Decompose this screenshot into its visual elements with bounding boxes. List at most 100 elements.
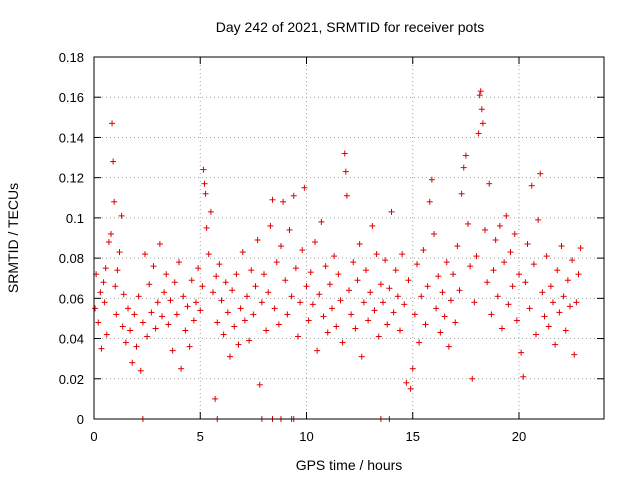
data-point: [503, 212, 510, 219]
data-point: [267, 222, 274, 229]
data-point: [101, 299, 108, 306]
data-point: [476, 92, 483, 99]
data-point: [186, 343, 193, 350]
data-point: [286, 226, 293, 233]
data-point: [288, 293, 295, 300]
data-point: [261, 271, 267, 278]
data-point: [526, 305, 533, 312]
data-point: [431, 230, 437, 237]
x-tick-label: 5: [197, 429, 204, 444]
data-point: [390, 309, 397, 316]
x-tick-label: 15: [406, 429, 420, 444]
data-point: [337, 297, 344, 304]
data-point: [365, 317, 372, 324]
data-point: [405, 277, 412, 284]
data-point: [103, 331, 110, 338]
data-point: [299, 247, 306, 254]
data-point: [109, 120, 116, 127]
data-point: [139, 319, 146, 326]
data-point: [154, 299, 161, 306]
data-point: [458, 190, 465, 197]
y-tick-label: 0.04: [59, 332, 84, 347]
x-tick-label: 20: [512, 429, 526, 444]
data-point: [473, 253, 480, 260]
data-point: [176, 259, 182, 266]
data-point: [418, 293, 425, 300]
data-point: [511, 230, 518, 237]
data-point: [314, 347, 321, 354]
data-point: [343, 192, 350, 199]
data-point: [102, 265, 109, 272]
data-point: [326, 281, 333, 288]
data-point: [401, 301, 408, 308]
data-point: [271, 305, 278, 312]
data-point: [237, 305, 244, 312]
data-point: [564, 277, 571, 284]
data-point: [450, 271, 457, 278]
data-point: [169, 347, 176, 354]
data-point: [119, 323, 126, 330]
data-point: [471, 299, 478, 306]
data-point: [524, 241, 531, 248]
data-point: [409, 365, 416, 372]
data-point: [227, 353, 233, 360]
data-point: [543, 253, 550, 260]
data-point: [146, 281, 153, 288]
data-point: [180, 293, 187, 300]
data-point: [256, 381, 263, 388]
data-point: [213, 273, 220, 280]
data-point: [190, 317, 197, 324]
gridlines: [94, 57, 604, 419]
data-point: [350, 259, 357, 266]
data-point: [513, 317, 520, 324]
data-point: [462, 152, 469, 159]
data-point: [445, 343, 452, 350]
data-point: [494, 293, 501, 300]
data-point: [278, 243, 284, 250]
data-point: [292, 265, 299, 272]
data-point: [152, 325, 159, 332]
data-point: [460, 164, 467, 171]
data-point: [244, 293, 250, 300]
data-point: [358, 353, 365, 360]
data-point: [348, 311, 355, 318]
data-point: [231, 323, 238, 330]
data-point: [545, 323, 552, 330]
data-point: [113, 311, 120, 318]
data-point: [254, 237, 261, 244]
data-point: [92, 305, 99, 312]
data-point: [509, 283, 516, 290]
data-point: [127, 327, 134, 334]
data-point: [167, 297, 174, 304]
data-point: [239, 249, 246, 256]
data-point: [108, 230, 114, 237]
data-point: [388, 208, 395, 215]
data-point: [562, 327, 569, 334]
y-tick-label: 0.18: [59, 50, 84, 65]
data-point: [320, 313, 327, 320]
data-point: [341, 150, 348, 157]
data-point: [414, 261, 420, 268]
x-tick-label: 10: [299, 429, 313, 444]
data-point: [97, 289, 104, 296]
data-point: [367, 289, 374, 296]
y-axis-label: SRMTID / TECUs: [5, 183, 21, 293]
data-point: [575, 271, 582, 278]
y-tick-label: 0.12: [59, 171, 84, 186]
data-point: [433, 305, 440, 312]
data-point: [163, 271, 170, 278]
data-point: [273, 259, 280, 266]
data-point: [301, 184, 308, 191]
data-point: [207, 208, 214, 215]
data-point: [535, 216, 542, 223]
data-point: [448, 297, 454, 304]
data-point: [100, 279, 107, 286]
data-point: [533, 331, 539, 338]
data-point: [171, 279, 178, 286]
data-point: [120, 291, 127, 298]
data-point: [424, 283, 431, 290]
data-point: [486, 180, 493, 187]
data-point: [422, 321, 429, 328]
data-point: [98, 345, 105, 352]
data-point: [331, 253, 338, 260]
